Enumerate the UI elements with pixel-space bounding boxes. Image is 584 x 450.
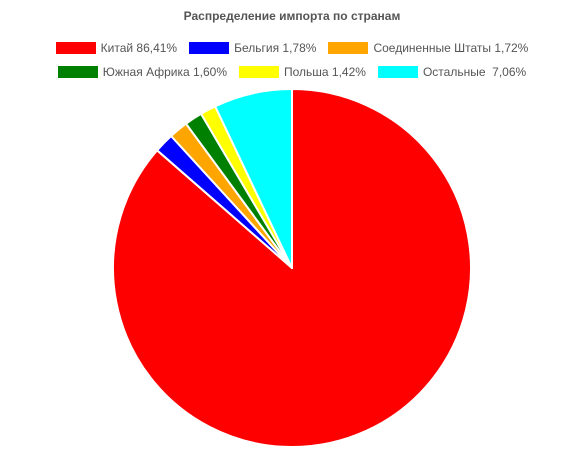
legend-item-usa[interactable]: Соединенные Штаты 1,72%: [328, 41, 528, 55]
legend-row-1: Китай 86,41% Бельгия 1,78% Соединенные Ш…: [0, 40, 584, 56]
chart-title: Распределение импорта по странам: [183, 9, 401, 23]
legend: Китай 86,41% Бельгия 1,78% Соединенные Ш…: [0, 40, 584, 88]
legend-row-2: Южная Африка 1,60% Польша 1,42% Остальны…: [0, 64, 584, 80]
legend-swatch-others: [377, 66, 418, 78]
legend-item-others[interactable]: Остальные 7,06%: [377, 65, 527, 79]
legend-swatch-belgium: [189, 42, 230, 54]
legend-label-others: Остальные 7,06%: [422, 65, 527, 79]
legend-swatch-south-africa: [57, 66, 98, 78]
legend-swatch-usa: [328, 42, 369, 54]
legend-label-usa: Соединенные Штаты 1,72%: [373, 41, 529, 55]
legend-label-belgium: Бельгия 1,78%: [234, 41, 317, 55]
legend-label-south-africa: Южная Африка 1,60%: [102, 65, 227, 79]
pie-slice-others[interactable]: [214, 88, 293, 269]
legend-swatch-poland: [239, 66, 279, 78]
legend-item-poland[interactable]: Польша 1,42%: [239, 65, 366, 79]
legend-item-south-africa[interactable]: Южная Африка 1,60%: [57, 65, 227, 79]
legend-label-china: Китай 86,41%: [100, 41, 178, 55]
legend-swatch-china: [55, 42, 96, 54]
legend-item-china[interactable]: Китай 86,41%: [55, 41, 178, 55]
legend-label-poland: Польша 1,42%: [284, 65, 366, 79]
legend-item-belgium[interactable]: Бельгия 1,78%: [189, 41, 316, 55]
